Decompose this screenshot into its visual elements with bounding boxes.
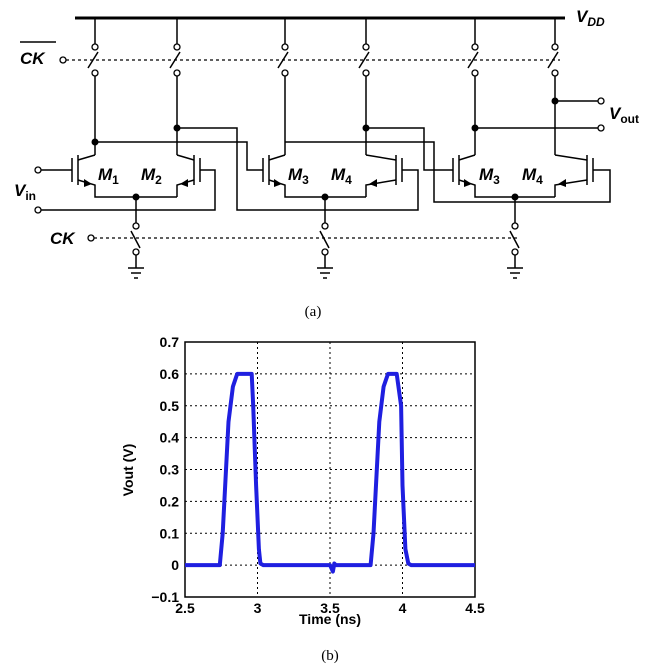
x-tick-label: 3.5 xyxy=(320,600,340,616)
y-tick-label: 0.1 xyxy=(160,525,180,541)
m2-label: M2 xyxy=(141,165,162,187)
plot-grid xyxy=(184,341,476,598)
x-tick-label: 4.5 xyxy=(465,600,485,616)
m4-label-second: M4 xyxy=(522,165,543,187)
y-tick-label: 0.2 xyxy=(160,493,180,509)
plot-frame xyxy=(184,341,476,598)
reset-switches xyxy=(87,18,559,77)
clock-bar-terminal xyxy=(59,56,67,64)
caption-b: (b) xyxy=(321,648,339,664)
m3-label-second: M3 xyxy=(479,165,500,187)
y-tick-label: 0.3 xyxy=(160,462,180,478)
clock-bar-label: CK xyxy=(20,49,46,68)
y-tick-label: 0.4 xyxy=(160,430,180,446)
clock-label: CK xyxy=(50,229,76,248)
m1-label: M1 xyxy=(98,165,119,187)
x-tick-label: 2.5 xyxy=(175,600,195,616)
vout-label: Vout xyxy=(609,104,639,126)
y-tick-label: 0.5 xyxy=(160,398,180,414)
vin-label: Vin xyxy=(14,181,36,203)
waveform-plot: −0.1 0 0.1 0.2 0.3 0.4 0.5 0.6 0.7 2.5 3 3.5 4 4.5 T… xyxy=(120,334,485,664)
x-tick-label: 4 xyxy=(399,600,407,616)
m4-label: M4 xyxy=(331,165,352,187)
vdd-label: VDD xyxy=(576,7,605,29)
tail-switches xyxy=(128,222,523,279)
x-tick-labels: 2.5 3 3.5 4 4.5 xyxy=(175,600,485,616)
y-tick-label: 0.6 xyxy=(160,366,180,382)
stage-2 xyxy=(262,154,403,223)
y-tick-label: 0 xyxy=(171,557,179,573)
stage-1 xyxy=(71,154,201,223)
y-tick-label: −0.1 xyxy=(151,589,179,605)
m3-label: M3 xyxy=(288,165,309,187)
y-tick-labels: −0.1 0 0.1 0.2 0.3 0.4 0.5 0.6 0.7 xyxy=(151,334,179,605)
series-line-vout xyxy=(185,371,475,574)
circuit-diagram: VDD CK xyxy=(14,7,639,320)
x-axis-label: Time (ns) xyxy=(299,611,361,627)
y-tick-label: 0.7 xyxy=(160,334,180,350)
caption-a: (a) xyxy=(305,304,322,320)
y-axis-label: Vout (V) xyxy=(120,444,136,497)
x-tick-label: 3 xyxy=(254,600,262,616)
stage-3 xyxy=(452,154,594,223)
